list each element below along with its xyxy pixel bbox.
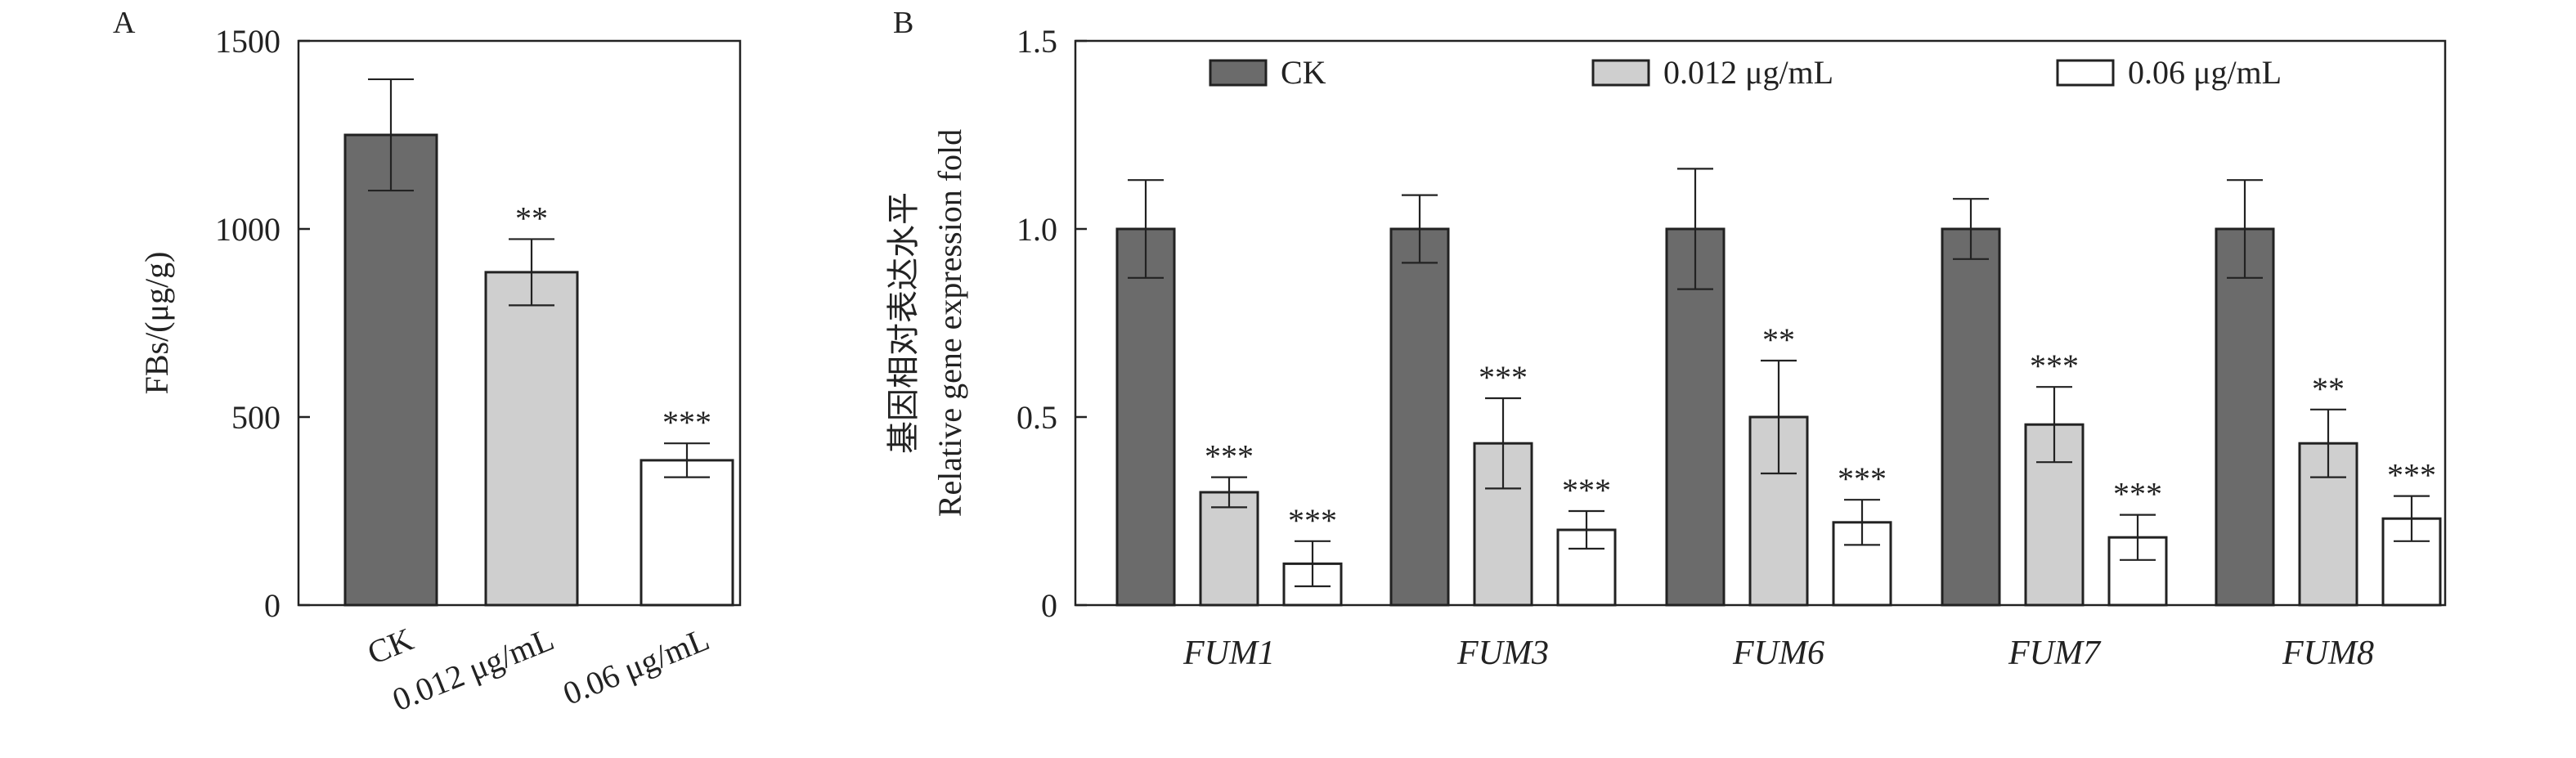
significance-b-4-1: ** bbox=[2312, 370, 2345, 407]
significance-b-4-2: *** bbox=[2387, 457, 2436, 494]
panel-b: B 0 0.5 1.0 1.5 基因相对表达水平 Relative gene express… bbox=[885, 6, 2447, 672]
error-bar-b-4-0 bbox=[2227, 179, 2263, 279]
legend-item-2: 0.06 μg/mL bbox=[2056, 54, 2282, 91]
bar-a-1 bbox=[484, 271, 579, 607]
significance-b-0-2: *** bbox=[1288, 502, 1337, 539]
legend-swatch-2 bbox=[2056, 59, 2115, 87]
legend-label-0: CK bbox=[1281, 54, 1326, 91]
bar-a-2 bbox=[640, 459, 734, 607]
x-tick-label-b-3: FUM7 bbox=[2008, 635, 2102, 672]
x-tick-label-b-0: FUM1 bbox=[1183, 635, 1275, 672]
y-axis-label-a: FBs/(μg/g) bbox=[138, 252, 175, 395]
legend-swatch-1 bbox=[1591, 59, 1650, 87]
bar-b-0-1 bbox=[1199, 491, 1259, 607]
error-bar-a-1 bbox=[509, 238, 554, 307]
significance-b-1-2: *** bbox=[1562, 472, 1611, 509]
error-bar-b-3-2 bbox=[2120, 514, 2156, 561]
bar-b-4-0 bbox=[2215, 227, 2275, 607]
legend-item-0: CK bbox=[1209, 54, 1326, 91]
y-tick-label-b: 0.5 bbox=[1016, 399, 1057, 436]
x-tick-label-a-0: CK bbox=[362, 621, 418, 672]
significance-b-2-1: ** bbox=[1762, 321, 1795, 358]
significance-b-1-1: *** bbox=[1479, 359, 1528, 396]
x-tick-label-a-2: 0.06 μg/mL bbox=[558, 621, 714, 712]
y-tick-label-a: 1500 bbox=[215, 23, 280, 60]
x-tick-label-a-1: 0.012 μg/mL bbox=[388, 621, 559, 719]
significance-b-3-1: *** bbox=[2030, 348, 2079, 384]
bar-b-1-0 bbox=[1389, 227, 1450, 607]
x-tick-label-b-4: FUM8 bbox=[2282, 635, 2374, 672]
error-bar-b-1-1 bbox=[1485, 397, 1521, 490]
legend-swatch-0 bbox=[1209, 59, 1268, 87]
error-bar-b-4-1 bbox=[2310, 408, 2346, 478]
bar-a-0 bbox=[343, 133, 438, 607]
legend-item-1: 0.012 μg/mL bbox=[1591, 54, 1833, 91]
y-tick-label-a: 0 bbox=[264, 587, 280, 624]
error-bar-b-0-0 bbox=[1128, 179, 1164, 279]
significance-b-2-2: *** bbox=[1838, 460, 1887, 497]
legend-label-1: 0.012 μg/mL bbox=[1663, 54, 1833, 91]
error-bar-b-1-2 bbox=[1568, 509, 1604, 550]
error-bar-b-3-0 bbox=[1953, 198, 1989, 260]
x-tick-label-b-1: FUM3 bbox=[1456, 635, 1549, 672]
y-tick-label-b: 0 bbox=[1041, 587, 1057, 624]
bar-b-2-0 bbox=[1665, 227, 1726, 607]
significance-b-3-2: *** bbox=[2113, 476, 2162, 513]
bar-b-0-0 bbox=[1115, 227, 1176, 607]
y-axis-label-b-en: Relative gene expression fold bbox=[931, 129, 968, 517]
x-tick-label-b-2: FUM6 bbox=[1732, 635, 1824, 672]
y-tick-label-a: 500 bbox=[231, 399, 280, 436]
error-bar-b-0-2 bbox=[1295, 540, 1331, 588]
y-tick-label-b: 1.0 bbox=[1016, 211, 1057, 248]
error-bar-b-2-2 bbox=[1844, 499, 1880, 546]
significance-b-0-1: *** bbox=[1205, 438, 1254, 475]
error-bar-b-4-2 bbox=[2394, 495, 2430, 542]
legend-label-2: 0.06 μg/mL bbox=[2128, 54, 2282, 91]
error-bar-b-0-1 bbox=[1211, 476, 1247, 509]
error-bar-b-1-0 bbox=[1402, 194, 1438, 264]
error-bar-b-2-0 bbox=[1677, 168, 1713, 290]
panel-a: A 0 500 1000 1500 FBs/(μg/g) CK ** 0.012 μg/mL **… bbox=[113, 6, 742, 719]
bar-b-3-0 bbox=[1941, 227, 2001, 607]
panel-letter-a: A bbox=[113, 6, 136, 40]
y-tick-label-a: 1000 bbox=[215, 211, 280, 248]
y-axis-label-b-zh: 基因相对表达水平 bbox=[885, 192, 922, 454]
error-bar-b-3-1 bbox=[2036, 386, 2072, 464]
significance-a-1: ** bbox=[515, 200, 548, 236]
significance-a-2: *** bbox=[662, 404, 711, 441]
error-bar-a-2 bbox=[664, 442, 710, 478]
y-tick-label-b: 1.5 bbox=[1016, 23, 1057, 60]
panel-letter-b: B bbox=[893, 6, 913, 40]
error-bar-a-0 bbox=[368, 78, 414, 192]
error-bar-b-2-1 bbox=[1761, 359, 1797, 475]
